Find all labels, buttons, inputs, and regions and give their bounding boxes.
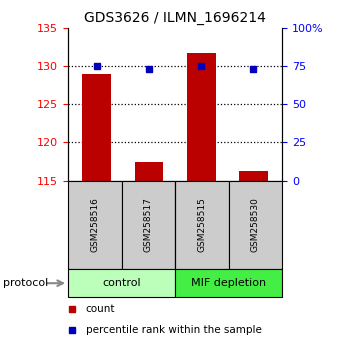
Text: count: count [86,304,115,314]
Bar [68,181,122,269]
Bar [229,181,282,269]
Bar [239,171,268,181]
Bar [122,181,175,269]
Text: GSM258530: GSM258530 [251,197,260,252]
Bar [68,269,175,297]
Text: percentile rank within the sample: percentile rank within the sample [86,325,261,336]
Text: GSM258515: GSM258515 [198,197,206,252]
Text: GSM258517: GSM258517 [144,197,153,252]
Bar [82,74,111,181]
Text: GSM258516: GSM258516 [90,197,99,252]
Bar [135,161,163,181]
Text: MIF depletion: MIF depletion [191,278,266,288]
Bar [175,269,282,297]
Bar [175,181,229,269]
Text: protocol: protocol [3,278,49,288]
Text: control: control [102,278,141,288]
Bar [187,53,216,181]
Title: GDS3626 / ILMN_1696214: GDS3626 / ILMN_1696214 [84,11,266,24]
